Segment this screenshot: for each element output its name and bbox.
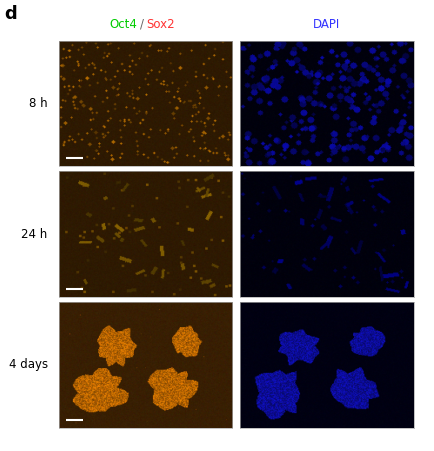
Text: d: d <box>4 5 17 23</box>
Text: Oct4: Oct4 <box>110 18 138 31</box>
Text: 24 h: 24 h <box>22 228 48 240</box>
Text: Sox2: Sox2 <box>146 18 174 31</box>
Text: 4 days: 4 days <box>9 359 48 371</box>
Text: /: / <box>140 18 144 31</box>
Text: 8 h: 8 h <box>29 97 48 110</box>
Text: DAPI: DAPI <box>313 18 340 31</box>
